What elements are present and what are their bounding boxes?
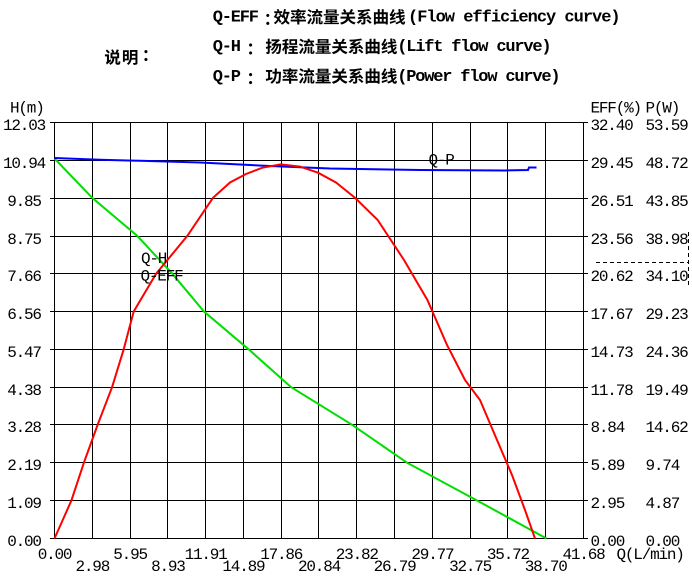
svg-text:0.00: 0.00 [7, 533, 41, 551]
svg-text:19.49: 19.49 [646, 382, 689, 400]
svg-text:3.28: 3.28 [7, 419, 41, 437]
svg-text:(Flow efficiency curve): (Flow efficiency curve) [408, 9, 620, 28]
svg-text:8.75: 8.75 [7, 231, 41, 249]
svg-text:5.95: 5.95 [113, 546, 147, 564]
svg-text:H(m): H(m) [10, 100, 44, 118]
svg-text:Q(L/min): Q(L/min) [617, 546, 684, 564]
svg-text:17.86: 17.86 [260, 546, 303, 564]
svg-text:23.56: 23.56 [591, 231, 634, 249]
svg-text:26.51: 26.51 [591, 193, 634, 211]
svg-text:38.70: 38.70 [525, 558, 568, 576]
svg-text:6.56: 6.56 [7, 306, 41, 324]
svg-text:11.91: 11.91 [185, 546, 228, 564]
svg-text:1.09: 1.09 [7, 495, 41, 513]
svg-text:Q-P: Q-P [429, 152, 455, 170]
svg-text:8.93: 8.93 [151, 558, 185, 576]
svg-text:2.19: 2.19 [7, 457, 41, 475]
svg-text:17.67: 17.67 [591, 306, 634, 324]
svg-text:0.00: 0.00 [646, 533, 680, 551]
svg-text:20.84: 20.84 [298, 558, 341, 576]
svg-text:2.98: 2.98 [75, 558, 109, 576]
svg-text:38.98: 38.98 [646, 231, 689, 249]
svg-text:29.45: 29.45 [591, 155, 634, 173]
svg-text:53.59: 53.59 [646, 117, 689, 135]
svg-text:23.82: 23.82 [336, 546, 379, 564]
svg-text:(Power flow curve): (Power flow curve) [397, 68, 559, 87]
svg-text:Q-H: Q-H [141, 250, 167, 268]
svg-text:35.72: 35.72 [487, 546, 530, 564]
svg-text:9.85: 9.85 [7, 193, 41, 211]
svg-text:Q-P: Q-P [213, 68, 241, 87]
svg-text:P(W): P(W) [646, 100, 680, 118]
svg-text:11.78: 11.78 [591, 382, 634, 400]
svg-text:20.62: 20.62 [591, 268, 634, 286]
svg-text:2.95: 2.95 [591, 495, 625, 513]
svg-text:EFF(%): EFF(%) [591, 100, 641, 118]
svg-text:7.66: 7.66 [7, 268, 41, 286]
svg-text:41.68: 41.68 [562, 546, 605, 564]
svg-text:34.10: 34.10 [646, 268, 689, 286]
svg-text:14.73: 14.73 [591, 344, 634, 362]
svg-text:8.84: 8.84 [591, 419, 625, 437]
svg-text:26.79: 26.79 [374, 558, 417, 576]
svg-text:14.89: 14.89 [222, 558, 265, 576]
svg-text:(Lift flow curve): (Lift flow curve) [397, 38, 550, 57]
svg-text:5.47: 5.47 [7, 344, 41, 362]
svg-text:9.74: 9.74 [646, 457, 680, 475]
svg-text:14.62: 14.62 [646, 419, 689, 437]
svg-text:43.85: 43.85 [646, 193, 689, 211]
svg-text:4.38: 4.38 [7, 382, 41, 400]
svg-text:Q-EFF: Q-EFF [213, 9, 259, 28]
svg-text:32.75: 32.75 [449, 558, 492, 576]
svg-text:0.00: 0.00 [38, 546, 72, 564]
svg-text:29.77: 29.77 [411, 546, 454, 564]
svg-text:0.00: 0.00 [591, 533, 625, 551]
svg-text:32.40: 32.40 [591, 117, 634, 135]
svg-text:24.36: 24.36 [646, 344, 689, 362]
svg-text:Q-EFF: Q-EFF [141, 268, 184, 286]
svg-text:5.89: 5.89 [591, 457, 625, 475]
svg-text:12.03: 12.03 [3, 117, 46, 135]
svg-text:29.23: 29.23 [646, 306, 689, 324]
svg-text:48.72: 48.72 [646, 155, 689, 173]
svg-text:Q-H: Q-H [213, 38, 241, 57]
svg-text:10.94: 10.94 [3, 155, 46, 173]
svg-text:4.87: 4.87 [646, 495, 680, 513]
